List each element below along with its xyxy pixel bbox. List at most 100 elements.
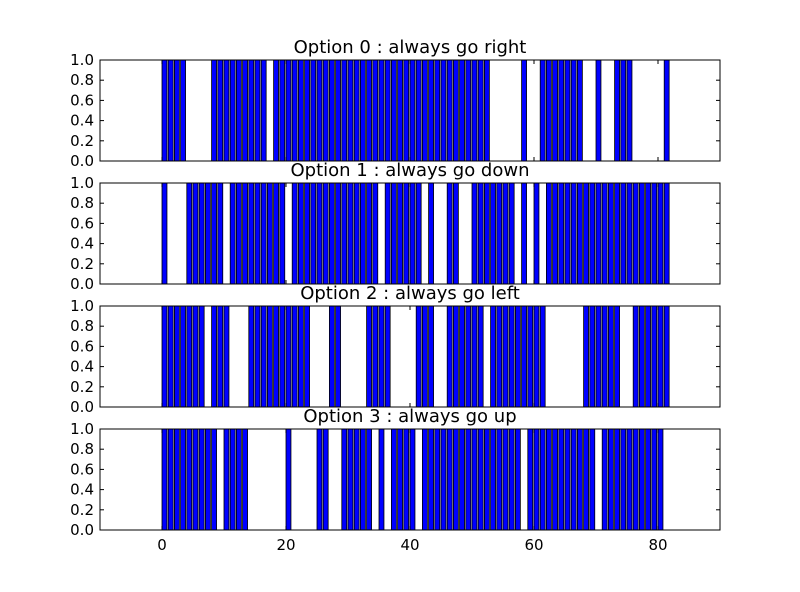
bar [211, 305, 217, 408]
bar [521, 182, 527, 285]
y-tick-label: 0.6 [70, 337, 94, 355]
y-tick-label: 0.4 [70, 112, 94, 130]
bar [403, 182, 410, 285]
bar [310, 59, 317, 162]
bar [570, 182, 577, 285]
bar [471, 428, 478, 531]
x-tick-label: 20 [276, 536, 295, 554]
bar [657, 182, 664, 285]
bar [211, 428, 217, 531]
bar [254, 182, 261, 285]
y-tick-label: 0.2 [70, 501, 94, 519]
bar [322, 182, 329, 285]
bar [260, 59, 267, 162]
bar [459, 428, 465, 531]
bar [434, 59, 441, 162]
bar [291, 182, 298, 285]
bar [508, 428, 515, 531]
bar [632, 305, 639, 408]
bar [328, 59, 335, 162]
bar [254, 59, 261, 162]
subplot-2: 0.0 0.2 0.4 0.6 0.8 1.0 Option 2 : always go l… [70, 283, 721, 416]
x-tick-label: 0 [157, 536, 167, 554]
bar [452, 59, 459, 162]
bar [452, 305, 459, 408]
bar [601, 305, 608, 408]
bar [608, 182, 614, 285]
bar [459, 59, 465, 162]
bar [620, 182, 627, 285]
bar [409, 428, 416, 531]
bar [651, 182, 658, 285]
bar [490, 428, 496, 531]
bar [620, 428, 627, 531]
bar [372, 59, 379, 162]
bar [515, 305, 521, 408]
bar [192, 182, 199, 285]
bar [204, 182, 211, 285]
bar [471, 59, 478, 162]
bar [577, 428, 583, 531]
bar [328, 182, 335, 285]
bar [440, 428, 447, 531]
bar [645, 305, 651, 408]
bar [186, 182, 193, 285]
bar [601, 182, 608, 285]
bar [663, 305, 670, 408]
bar [465, 59, 472, 162]
bar [353, 182, 360, 285]
bar [552, 182, 558, 285]
bar [322, 428, 329, 531]
bar [428, 59, 434, 162]
bar [558, 428, 565, 531]
subplot-title: Option 1 : always go down [290, 160, 529, 181]
bar [527, 305, 534, 408]
bar [608, 305, 614, 408]
bar [446, 59, 453, 162]
bar [403, 59, 410, 162]
bar [403, 428, 410, 531]
subplot-3: 0.0 0.2 0.4 0.6 0.8 1.0 0 20 40 60 80 Option 3 : al… [70, 406, 721, 554]
bar [204, 428, 211, 531]
y-tick-label: 1.0 [70, 297, 94, 315]
bar [645, 182, 651, 285]
bar [180, 428, 186, 531]
bar [595, 182, 602, 285]
bar [167, 428, 174, 531]
bar [266, 182, 273, 285]
bar [384, 182, 391, 285]
bar [254, 305, 261, 408]
bar [229, 59, 236, 162]
bar [384, 305, 391, 408]
bar [626, 428, 633, 531]
y-tick-label: 1.0 [70, 174, 94, 192]
bar [421, 305, 428, 408]
bar [434, 428, 441, 531]
bar [490, 182, 496, 285]
y-tick-label: 0.8 [70, 440, 94, 458]
bar [564, 182, 571, 285]
bar [477, 59, 484, 162]
bar [378, 305, 385, 408]
x-tick-label: 80 [648, 536, 667, 554]
bar [564, 428, 571, 531]
bar [515, 428, 521, 531]
bar [378, 428, 385, 531]
bar [279, 182, 286, 285]
bar [186, 305, 193, 408]
bar [198, 305, 205, 408]
bar [459, 305, 465, 408]
bar [452, 428, 459, 531]
bar [173, 59, 180, 162]
bar [508, 182, 515, 285]
bar [322, 59, 329, 162]
bar [372, 305, 379, 408]
bar [546, 182, 552, 285]
bar [235, 59, 242, 162]
bar [167, 59, 174, 162]
bars [161, 305, 670, 408]
y-tick-label: 0.4 [70, 235, 94, 253]
bar [477, 182, 484, 285]
y-tick-label: 0.8 [70, 71, 94, 89]
